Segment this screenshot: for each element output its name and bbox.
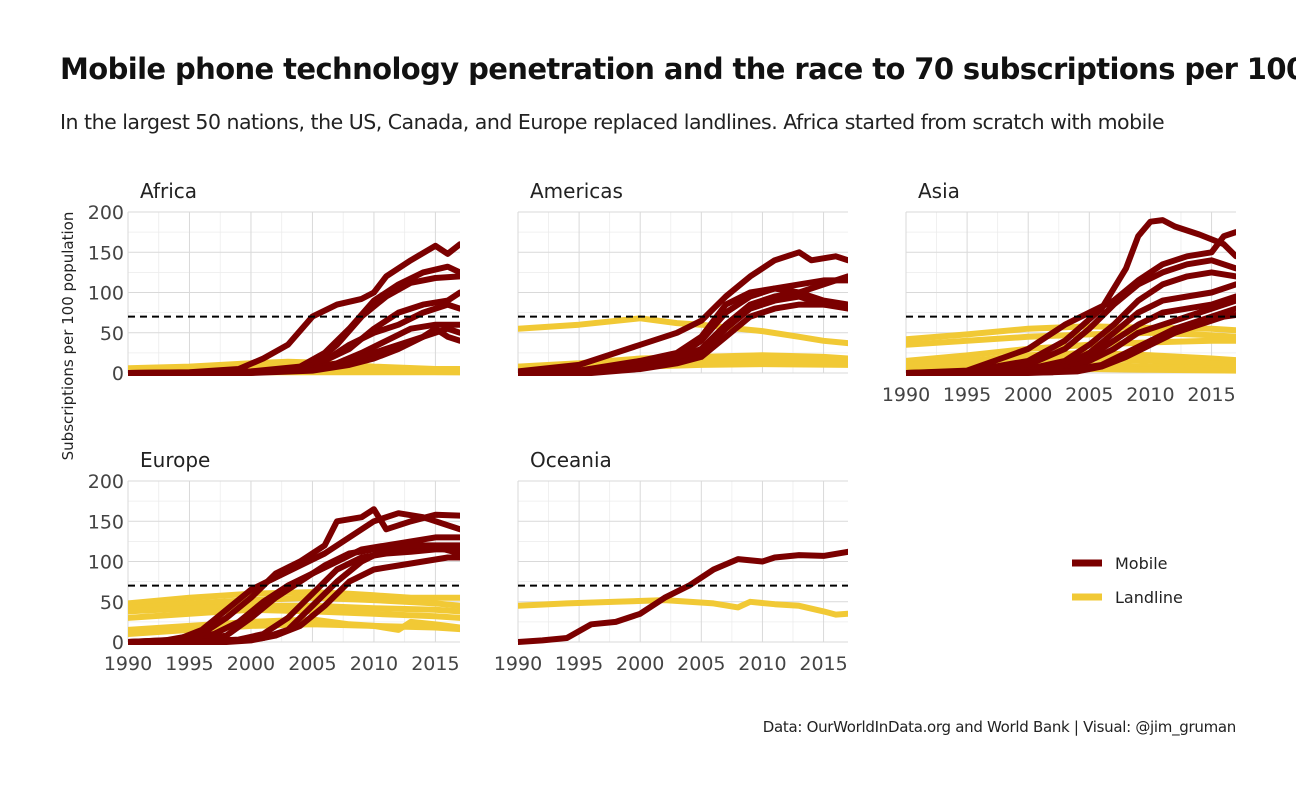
x-tick-label: 2005 — [677, 653, 725, 675]
panel-asia: Asia 1990 1995 2000 2005 2010 2015 — [882, 179, 1236, 406]
mobile-line — [906, 217, 1236, 376]
panel-strip-label: Europe — [140, 448, 210, 472]
y-tick-label: 150 — [88, 511, 124, 533]
x-tick-label: 2000 — [616, 653, 664, 675]
x-tick-label: 2005 — [288, 653, 336, 675]
y-tick-label: 0 — [112, 632, 124, 654]
panel-strip-label: Oceania — [530, 448, 612, 472]
series-group — [518, 249, 848, 376]
panel-oceania: Oceania 1990 1995 2000 2005 2010 2015 — [494, 448, 848, 675]
y-tick-label: 50 — [100, 592, 124, 614]
mobile-line — [128, 273, 460, 376]
x-tick-label: 1995 — [165, 653, 213, 675]
panel-strip-label: Asia — [918, 179, 960, 203]
x-tick-label: 2000 — [227, 653, 275, 675]
panel-strip-label: Africa — [140, 179, 197, 203]
y-tick-label: 50 — [100, 323, 124, 345]
y-tick-label: 100 — [88, 283, 124, 305]
legend-label-landline: Landline — [1115, 588, 1183, 607]
legend-label-mobile: Mobile — [1115, 554, 1167, 573]
x-tick-label: 2010 — [738, 653, 786, 675]
x-tick-label: 1995 — [943, 384, 991, 406]
series-group — [128, 506, 460, 645]
x-tick-label: 2005 — [1065, 384, 1113, 406]
mobile-line — [518, 548, 848, 645]
mobile-line — [518, 249, 848, 375]
legend: Mobile Landline — [1072, 554, 1183, 607]
landline-line — [128, 589, 460, 607]
landline-line — [906, 329, 1236, 348]
series-group — [906, 217, 1236, 376]
x-tick-label: 1990 — [882, 384, 930, 406]
chart-title: Mobile phone technology penetration and … — [60, 52, 1296, 86]
chart-subtitle: In the largest 50 nations, the US, Canad… — [60, 110, 1165, 134]
landline-line — [128, 606, 460, 621]
panel-africa: Africa 0 50 100 150 200 — [88, 179, 460, 385]
x-tick-label: 1995 — [555, 653, 603, 675]
y-tick-label: 150 — [88, 242, 124, 264]
x-tick-label: 2010 — [1126, 384, 1174, 406]
mobile-line — [906, 229, 1236, 376]
mobile-line — [518, 301, 848, 376]
mobile-line — [128, 510, 460, 645]
y-tick-label: 100 — [88, 552, 124, 574]
y-tick-label: 200 — [88, 202, 124, 224]
panel-americas: Americas — [517, 179, 848, 376]
y-tick-label: 0 — [112, 363, 124, 385]
mobile-line — [128, 325, 460, 376]
mobile-line — [128, 506, 460, 645]
x-tick-label: 2015 — [1187, 384, 1235, 406]
y-axis-label: Subscriptions per 100 population — [59, 212, 77, 461]
x-tick-label: 1990 — [104, 653, 152, 675]
x-tick-label: 1990 — [494, 653, 542, 675]
x-tick-label: 2010 — [350, 653, 398, 675]
x-tick-label: 2015 — [411, 653, 459, 675]
y-tick-label: 200 — [88, 471, 124, 493]
mobile-line — [128, 554, 460, 645]
mobile-line — [128, 241, 460, 376]
landline-line — [518, 597, 848, 618]
panel-europe: Europe 0 50 100 150 200 1990 1995 2000 2005 2010 20… — [88, 448, 460, 675]
panel-strip-label: Americas — [530, 179, 623, 203]
series-group — [518, 548, 848, 645]
landline-line — [128, 621, 460, 637]
mobile-line — [906, 312, 1236, 376]
x-tick-label: 2015 — [799, 653, 847, 675]
chart-caption: Data: OurWorldInData.org and World Bank … — [762, 718, 1237, 736]
x-tick-label: 2000 — [1004, 384, 1052, 406]
series-group — [128, 241, 460, 376]
